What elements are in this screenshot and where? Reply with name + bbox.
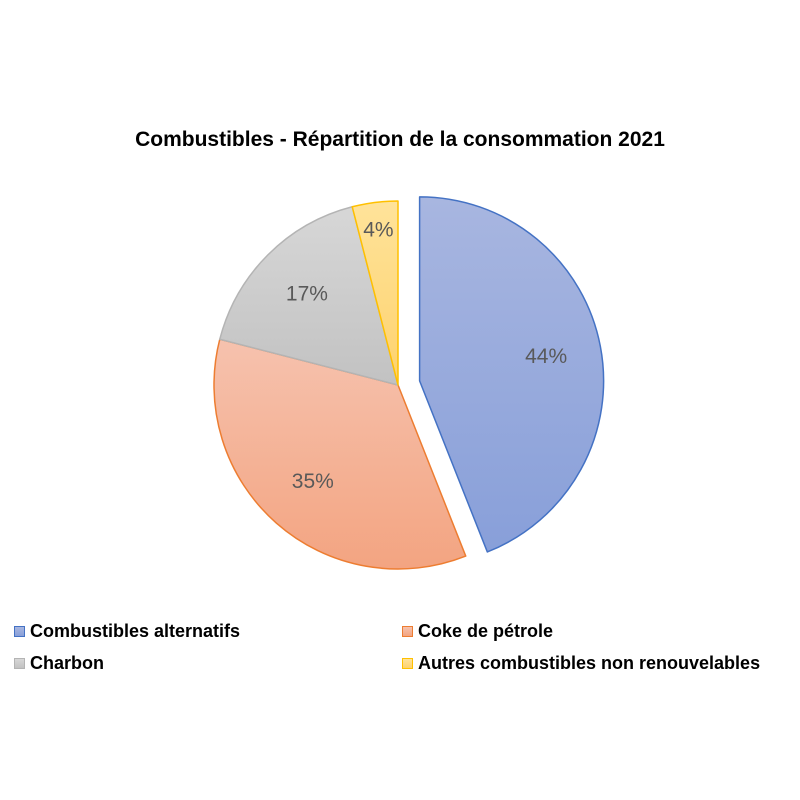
pie-slice-combustibles-alternatifs — [418, 196, 605, 553]
pie-slice-charbon — [219, 206, 399, 386]
data-label-coke-de-petrole: 35% — [292, 470, 334, 493]
legend-swatch — [402, 658, 413, 669]
legend-label: Coke de pétrole — [418, 621, 554, 641]
legend-item-autres-combustibles: Autres combustibles non renouvelables — [402, 653, 760, 674]
legend-label: Autres combustibles non renouvelables — [418, 653, 761, 673]
legend-item-coke-de-petrole: Coke de pétrole — [402, 621, 553, 642]
legend-swatch — [14, 626, 25, 637]
pie-slice-coke-de-petrole — [213, 338, 467, 570]
legend-label: Combustibles alternatifs — [30, 621, 241, 641]
data-label-autres-combustibles-non-renouvelables: 4% — [363, 218, 393, 241]
pie-slice-autres-combustibles-non-renouvelables — [351, 200, 399, 386]
legend-swatch — [402, 626, 413, 637]
chart-title: Combustibles - Répartition de la consomm… — [135, 128, 665, 151]
legend-swatch — [14, 658, 25, 669]
legend-item-charbon: Charbon — [14, 653, 104, 674]
legend-label: Charbon — [30, 653, 104, 673]
legend-item-combustibles-alternatifs: Combustibles alternatifs — [14, 621, 240, 642]
data-label-charbon: 17% — [286, 282, 328, 305]
data-label-combustibles-alternatifs: 44% — [525, 345, 567, 368]
